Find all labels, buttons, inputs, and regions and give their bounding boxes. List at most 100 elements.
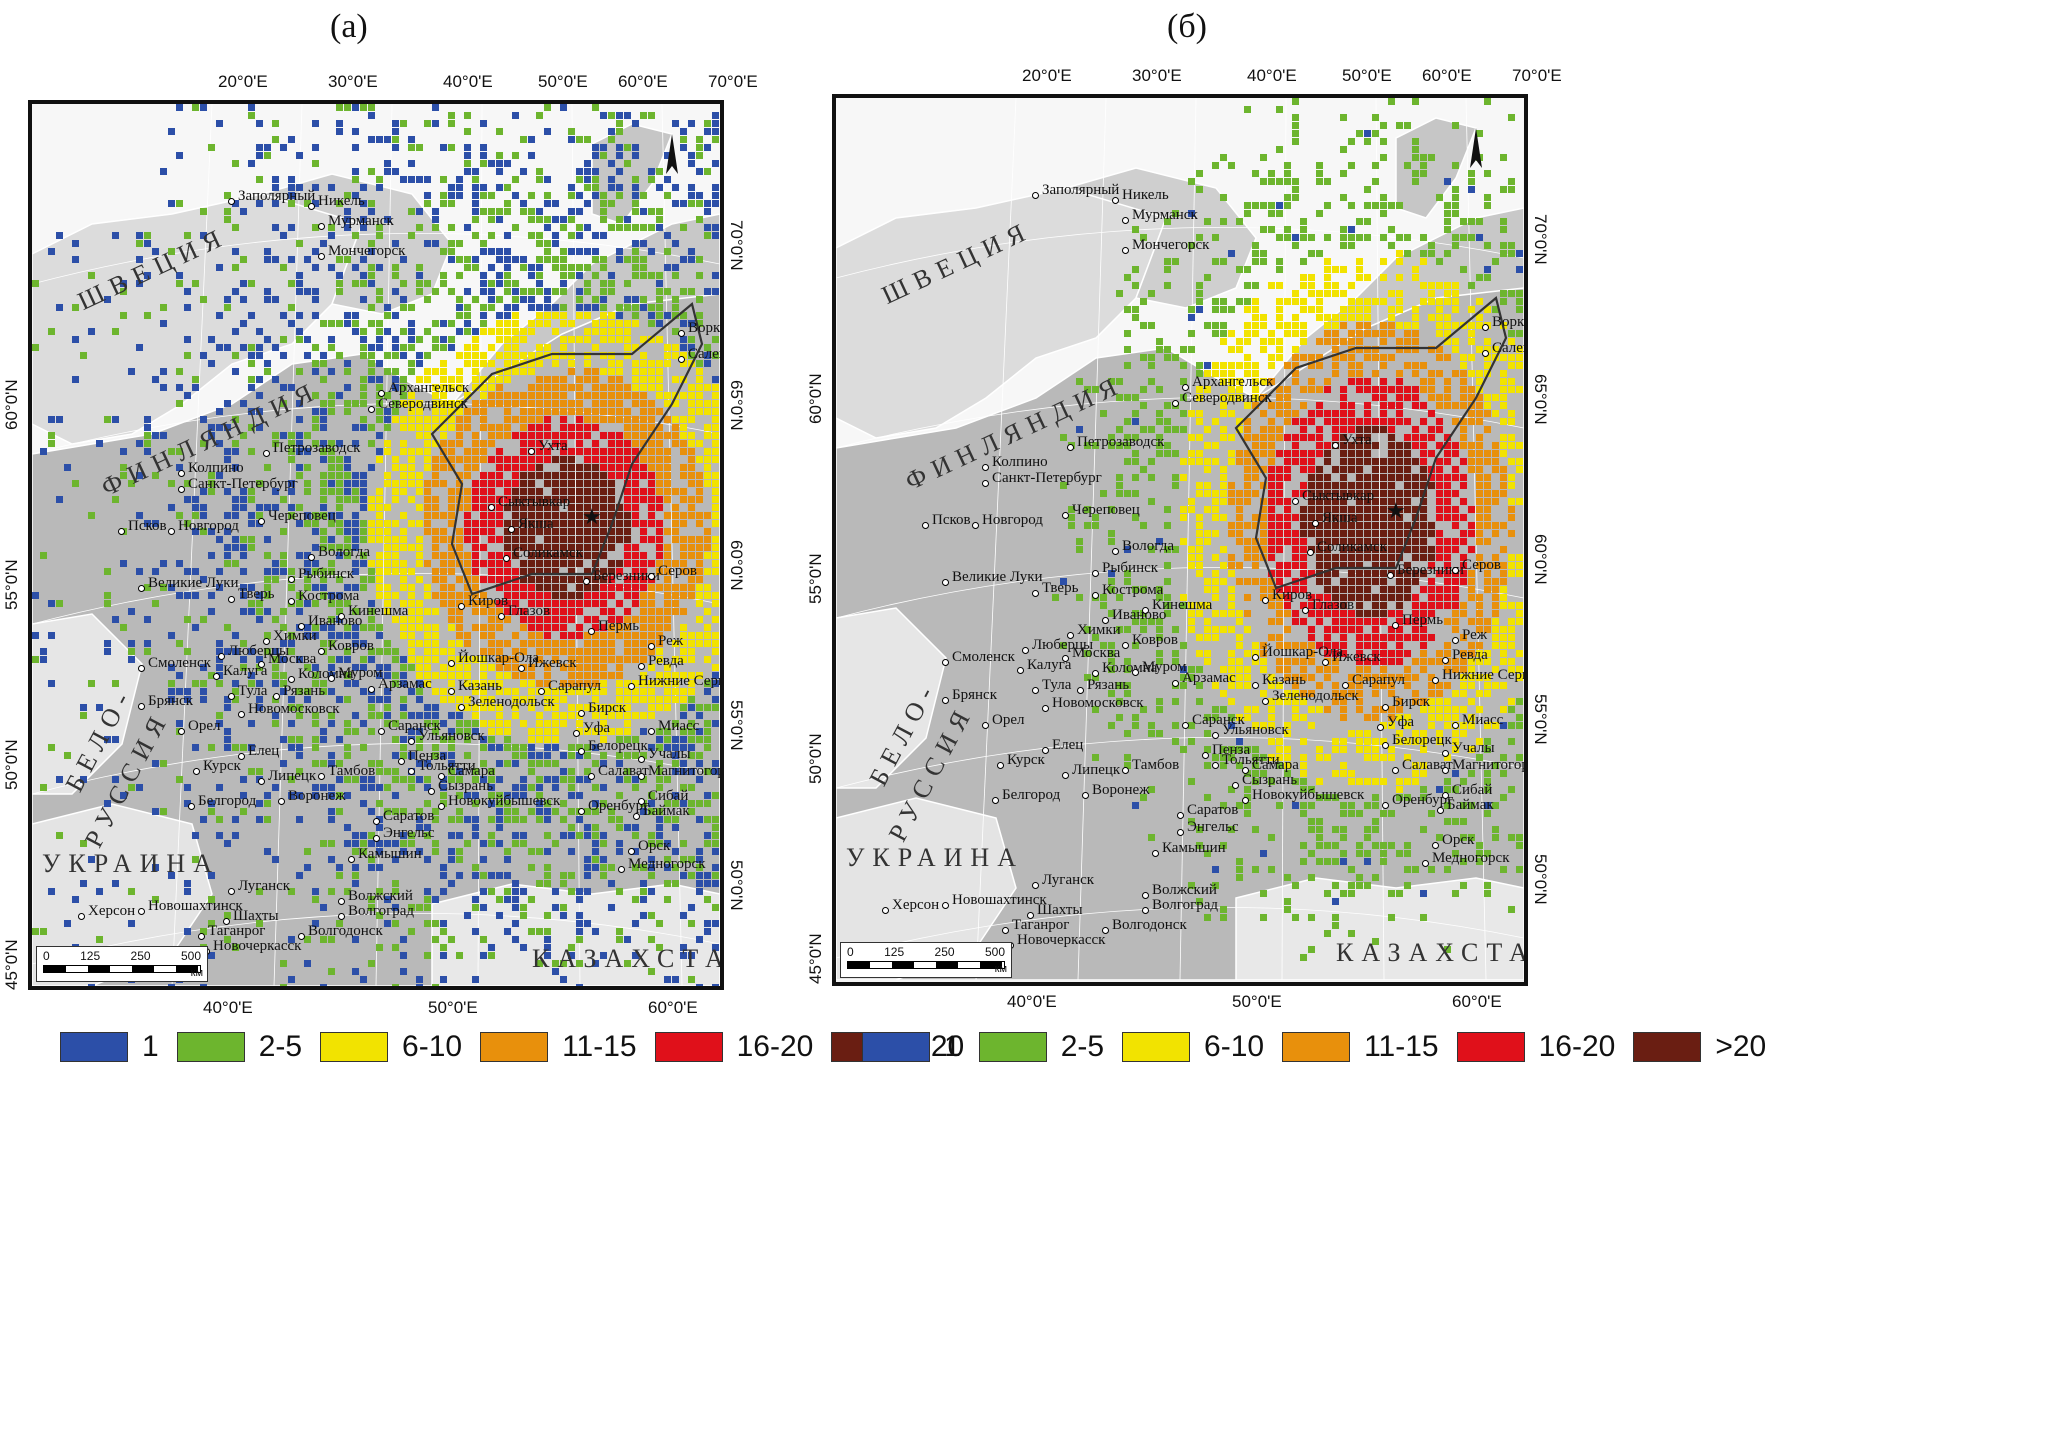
city-label: Курск [203, 758, 241, 774]
density-cell [680, 496, 687, 503]
density-cell [1188, 626, 1195, 633]
density-cell [1196, 554, 1203, 561]
density-cell [400, 392, 407, 399]
density-cell [552, 360, 559, 367]
density-cell [664, 360, 671, 367]
density-cell [1228, 826, 1235, 833]
density-cell [200, 512, 207, 519]
density-cell [480, 360, 487, 367]
density-cell [504, 760, 511, 767]
density-cell [408, 368, 415, 375]
density-cell [704, 832, 711, 839]
density-cell [408, 208, 415, 215]
land-scandinavia [836, 177, 1167, 439]
density-cell [1348, 890, 1355, 897]
density-cell [416, 272, 423, 279]
density-cell [592, 704, 599, 711]
density-cell [1356, 842, 1363, 849]
city-marker-icon [118, 528, 125, 535]
density-cell [1324, 642, 1331, 649]
density-cell [1300, 482, 1307, 489]
density-cell [592, 328, 599, 335]
density-cell [520, 680, 527, 687]
density-cell [624, 216, 631, 223]
density-cell [648, 304, 655, 311]
density-cell [552, 584, 559, 591]
density-cell [536, 544, 543, 551]
density-cell [1260, 314, 1267, 321]
city-marker-icon [223, 918, 230, 925]
density-cell [520, 648, 527, 655]
density-cell [432, 648, 439, 655]
density-cell [576, 448, 583, 455]
density-cell [504, 408, 511, 415]
density-cell [400, 280, 407, 287]
density-cell [536, 416, 543, 423]
density-cell [272, 648, 279, 655]
density-cell [472, 528, 479, 535]
density-cell [608, 456, 615, 463]
density-cell [1188, 346, 1195, 353]
density-cell [1244, 322, 1251, 329]
density-cell [424, 280, 431, 287]
density-cell [408, 344, 415, 351]
density-cell [712, 904, 719, 911]
density-cell [1316, 522, 1323, 529]
density-cell [584, 728, 591, 735]
density-cell [416, 288, 423, 295]
density-cell [168, 872, 175, 879]
density-cell [632, 424, 639, 431]
density-cell [376, 376, 383, 383]
density-cell [1356, 602, 1363, 609]
density-cell [592, 232, 599, 239]
density-cell [584, 136, 591, 143]
density-cell [328, 720, 335, 727]
density-cell [560, 608, 567, 615]
density-cell [592, 440, 599, 447]
density-cell [640, 296, 647, 303]
density-cell [624, 320, 631, 327]
density-cell [304, 936, 311, 943]
density-cell [488, 784, 495, 791]
density-cell [1148, 786, 1155, 793]
density-cell [560, 528, 567, 535]
density-cell [504, 736, 511, 743]
density-cell [352, 472, 359, 479]
density-cell [496, 808, 503, 815]
density-cell [368, 440, 375, 447]
density-cell [408, 904, 415, 911]
density-cell [1316, 794, 1323, 801]
density-cell [536, 288, 543, 295]
density-cell [1236, 338, 1243, 345]
density-cell [448, 144, 455, 151]
density-cell [408, 592, 415, 599]
density-cell [1244, 434, 1251, 441]
density-cell [560, 552, 567, 559]
density-cell [544, 512, 551, 519]
density-cell [608, 536, 615, 543]
density-cell [424, 832, 431, 839]
density-cell [1268, 378, 1275, 385]
density-cell [440, 664, 447, 671]
density-cell [528, 808, 535, 815]
density-cell [552, 456, 559, 463]
density-cell [648, 496, 655, 503]
density-cell [408, 160, 415, 167]
density-cell [256, 200, 263, 207]
density-cell [656, 944, 663, 951]
density-cell [656, 728, 663, 735]
density-cell [200, 664, 207, 671]
density-cell [280, 384, 287, 391]
density-cell [592, 152, 599, 159]
density-cell [264, 816, 271, 823]
density-cell [1316, 498, 1323, 505]
density-cell [552, 472, 559, 479]
density-cell [400, 712, 407, 719]
density-cell [352, 400, 359, 407]
density-cell [1268, 674, 1275, 681]
density-cell [456, 952, 463, 959]
density-cell [680, 872, 687, 879]
density-cell [680, 320, 687, 327]
density-cell [280, 552, 287, 559]
density-cell [424, 528, 431, 535]
